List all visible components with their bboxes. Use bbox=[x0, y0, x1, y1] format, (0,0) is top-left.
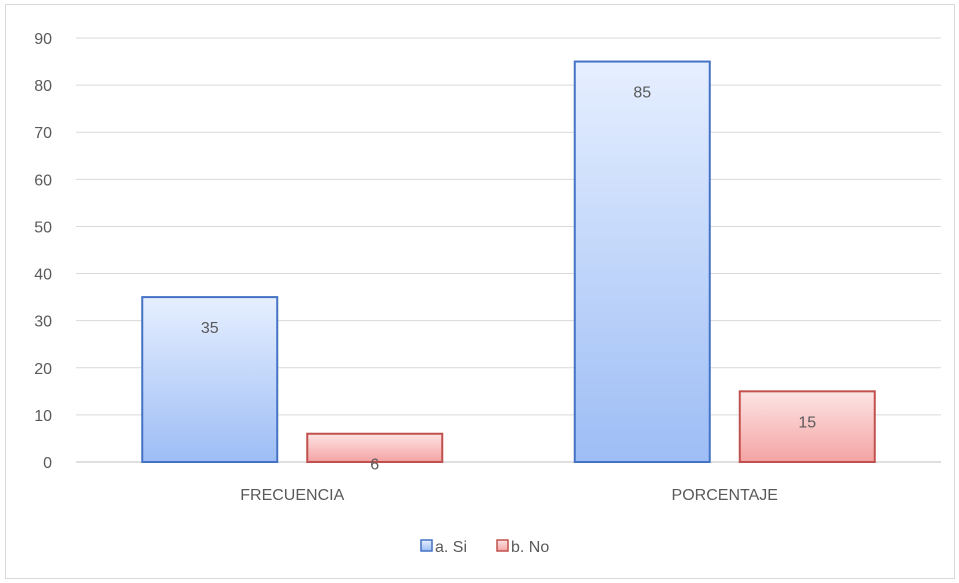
y-tick-label: 0 bbox=[43, 455, 52, 472]
bar-b-no-frecuencia bbox=[306, 432, 444, 464]
legend-label: a. Si bbox=[435, 539, 467, 556]
y-tick-label: 10 bbox=[34, 408, 52, 425]
y-axis-ticks: 0 10 20 30 40 50 60 70 80 90 bbox=[34, 31, 52, 472]
bar-b-no-porcentaje bbox=[738, 390, 876, 464]
legend: a. Si b. No bbox=[420, 539, 549, 556]
data-label: 85 bbox=[633, 85, 651, 102]
bar-a-si-porcentaje bbox=[573, 60, 711, 464]
bar-a-si-frecuencia bbox=[141, 296, 279, 463]
x-axis-categories: FRECUENCIA PORCENTAJE bbox=[240, 487, 778, 504]
y-tick-label: 30 bbox=[34, 314, 52, 331]
category-label: PORCENTAJE bbox=[672, 487, 778, 504]
legend-swatch bbox=[496, 539, 509, 552]
bars bbox=[141, 60, 876, 464]
y-tick-label: 90 bbox=[34, 31, 52, 48]
y-tick-label: 60 bbox=[34, 172, 52, 189]
data-label: 15 bbox=[798, 414, 816, 431]
chart-frame bbox=[5, 4, 955, 579]
legend-label: b. No bbox=[511, 539, 549, 556]
legend-swatch bbox=[420, 539, 433, 552]
y-tick-label: 80 bbox=[34, 78, 52, 95]
data-labels: 35 6 85 15 bbox=[201, 85, 816, 474]
y-tick-label: 70 bbox=[34, 125, 52, 142]
data-label: 35 bbox=[201, 320, 219, 337]
y-tick-label: 40 bbox=[34, 267, 52, 284]
data-label: 6 bbox=[370, 457, 379, 474]
category-label: FRECUENCIA bbox=[240, 487, 344, 504]
y-tick-label: 50 bbox=[34, 219, 52, 236]
y-tick-label: 20 bbox=[34, 361, 52, 378]
